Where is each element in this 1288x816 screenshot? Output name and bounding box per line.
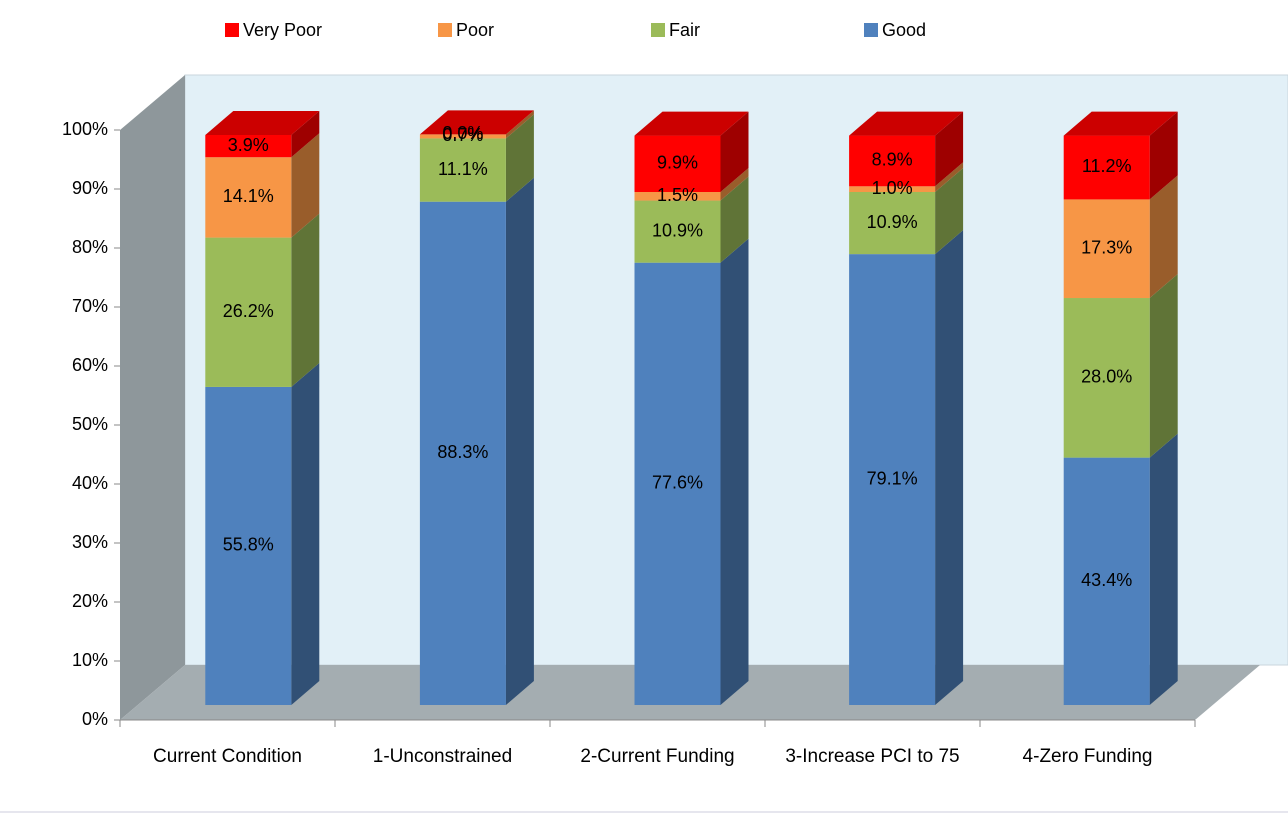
bar <box>205 237 292 387</box>
bar-side <box>505 110 534 139</box>
y-tick-label: 10% <box>72 650 108 670</box>
data-label: 11.1% <box>438 159 488 179</box>
data-label: 9.9% <box>657 153 698 173</box>
y-tick-label: 90% <box>72 178 108 198</box>
bar <box>1063 298 1150 458</box>
bar-side <box>935 168 964 255</box>
bar-top <box>1063 111 1178 136</box>
x-tick-label: Current Condition <box>153 746 302 767</box>
bar-top <box>634 111 749 136</box>
legend-label: Good <box>882 20 926 40</box>
data-label: 28.0% <box>1081 367 1132 387</box>
bar <box>634 262 721 705</box>
bar <box>849 192 936 255</box>
x-tick-label: 1-Unconstrained <box>372 746 513 767</box>
y-tick-label: 20% <box>72 591 108 611</box>
data-label: 8.9% <box>872 150 913 170</box>
data-label: 14.1% <box>223 186 274 206</box>
x-tick-label: 4-Zero Funding <box>1022 746 1153 767</box>
data-label: 17.3% <box>1081 237 1132 257</box>
data-label: 79.1% <box>867 468 918 488</box>
bar <box>205 157 292 238</box>
bar-side <box>505 114 534 202</box>
data-label: 1.5% <box>657 185 698 205</box>
y-tick-label: 50% <box>72 414 108 434</box>
data-label: 26.2% <box>223 301 274 321</box>
bar <box>849 135 936 187</box>
bar-side <box>291 213 320 387</box>
data-label: 10.9% <box>652 220 703 240</box>
bar-side <box>291 362 320 705</box>
legend-label: Very Poor <box>243 20 322 40</box>
data-label: 43.4% <box>1081 570 1132 590</box>
data-label: 0.7% <box>442 125 483 145</box>
bar <box>1063 457 1150 705</box>
y-tick-label: 100% <box>62 119 108 139</box>
legend-swatch <box>438 23 452 37</box>
data-label: 3.9% <box>228 135 269 155</box>
y-tick-label: 30% <box>72 532 108 552</box>
bar <box>634 192 721 201</box>
bar <box>419 201 506 705</box>
legend-swatch <box>651 23 665 37</box>
bar-side <box>720 176 749 263</box>
bar <box>1063 135 1150 200</box>
bar-side <box>720 168 749 201</box>
data-label: 10.9% <box>867 212 918 232</box>
bar-side <box>935 162 964 192</box>
bar <box>634 200 721 263</box>
bar <box>849 254 936 705</box>
y-tick-label: 60% <box>72 355 108 375</box>
legend-label: Fair <box>669 20 700 40</box>
x-tick-label: 2-Current Funding <box>580 746 735 767</box>
bar-side <box>1149 433 1178 705</box>
side-wall <box>120 75 185 720</box>
bar-side <box>720 238 749 705</box>
bar <box>205 135 292 158</box>
data-label: 0.0% <box>442 123 483 143</box>
bar-side <box>291 133 320 238</box>
bar-side <box>720 111 749 192</box>
bar <box>849 186 936 192</box>
data-label: 1.0% <box>872 178 913 198</box>
y-tick-label: 80% <box>72 237 108 257</box>
y-tick-label: 0% <box>82 709 108 729</box>
bar <box>205 386 292 705</box>
x-tick-label: 3-Increase PCI to 75 <box>785 746 960 767</box>
bar-side <box>1149 111 1178 200</box>
bar <box>1063 199 1150 299</box>
bar-top <box>205 111 320 135</box>
bar <box>634 135 721 192</box>
bar-top <box>419 110 534 135</box>
legend-swatch <box>864 23 878 37</box>
y-tick-label: 40% <box>72 473 108 493</box>
data-label: 11.2% <box>1082 156 1132 176</box>
data-label: 55.8% <box>223 535 274 555</box>
data-label: 77.6% <box>652 473 703 493</box>
data-label: 88.3% <box>437 442 488 462</box>
bar <box>419 134 506 139</box>
legend-label: Poor <box>456 20 494 40</box>
bar-side <box>505 177 534 705</box>
y-tick-label: 70% <box>72 296 108 316</box>
bar-side <box>291 111 320 158</box>
bar-top <box>849 111 964 136</box>
bar-side <box>935 230 964 705</box>
bar <box>419 138 506 202</box>
bar-side <box>1149 175 1178 299</box>
bar-side <box>935 111 964 187</box>
legend-swatch <box>225 23 239 37</box>
bar-side <box>1149 274 1178 458</box>
